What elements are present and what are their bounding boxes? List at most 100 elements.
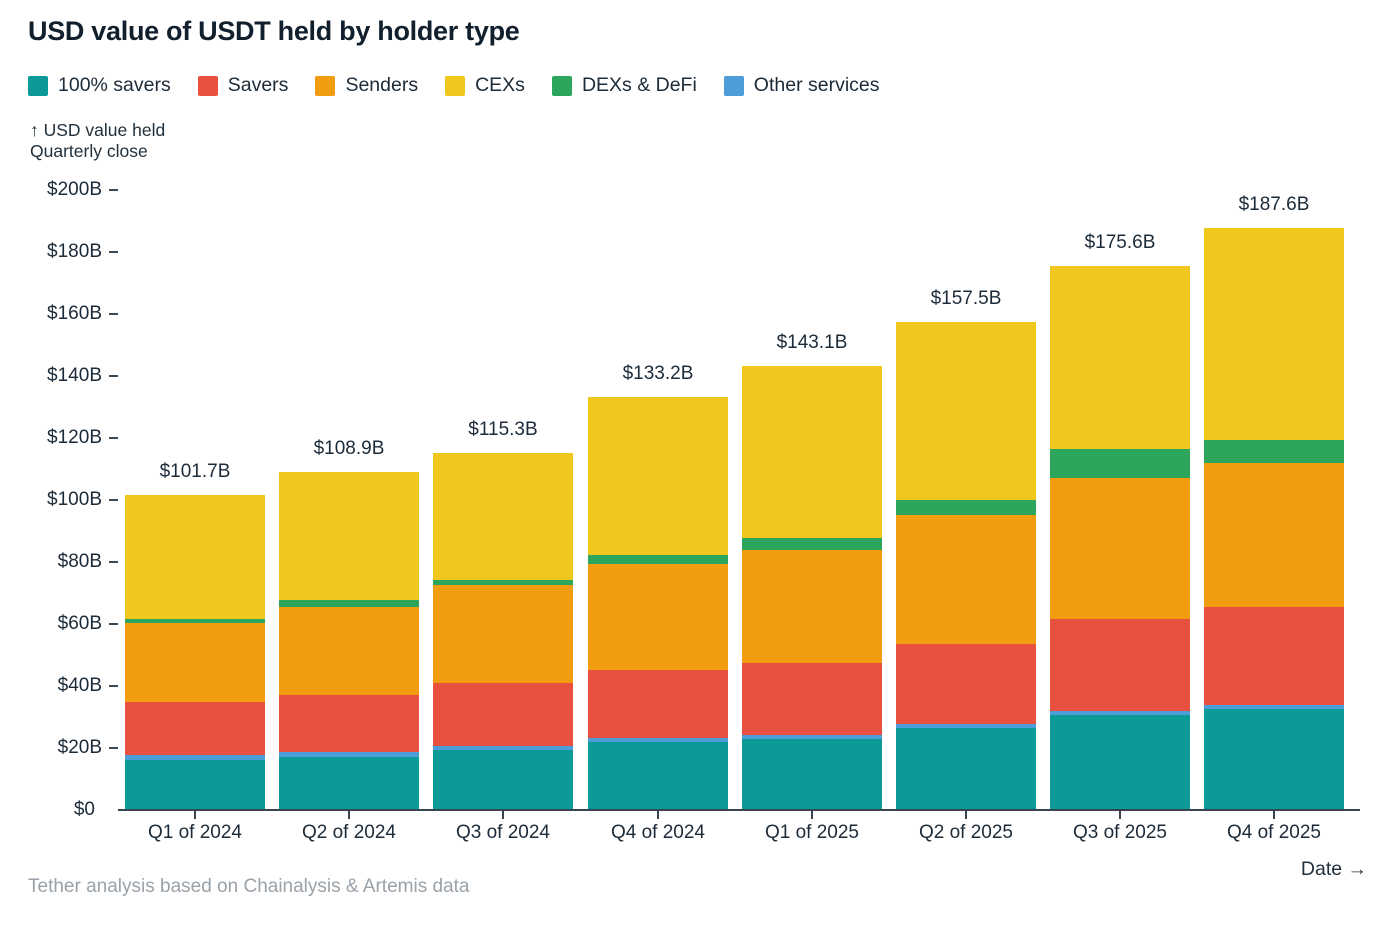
bar-segment: [742, 734, 882, 739]
bar-group: [588, 397, 728, 810]
x-tick-mark: [811, 811, 813, 819]
y-tick-mark: [109, 561, 118, 563]
bar-segment: [1050, 478, 1190, 620]
footer-note: Tether analysis based on Chainalysis & A…: [28, 876, 470, 897]
bar-segment: [125, 755, 265, 761]
bar-segment: [1204, 228, 1344, 440]
bar-segment: [1204, 439, 1344, 463]
bar-segment: [433, 682, 573, 746]
bar-segment: [588, 741, 728, 810]
bar-group: [433, 452, 573, 810]
bar-segment: [125, 760, 265, 810]
x-tick-label: Q4 of 2025: [1226, 822, 1322, 843]
legend-swatch: [197, 75, 218, 96]
y-tick-mark: [109, 623, 118, 625]
y-tick: $20B: [0, 737, 118, 759]
legend-item: Savers: [197, 74, 289, 97]
bar-segment: [279, 695, 419, 753]
y-tick-mark: [109, 685, 118, 687]
y-tick-mark: [109, 313, 118, 315]
y-tick-label: $100B: [47, 489, 102, 510]
x-tick-label: Q3 of 2025: [1072, 822, 1168, 843]
bar-segment: [433, 584, 573, 683]
y-tick-mark: [109, 251, 118, 253]
legend-item-label: Senders: [345, 74, 419, 96]
y-tick-mark: [109, 747, 118, 749]
bar-total-label: $187.6B: [1238, 194, 1310, 215]
legend-item: 100% savers: [28, 74, 171, 97]
y-tick-label: $200B: [47, 179, 102, 200]
legend: 100% savers Savers Senders CEXs DEXs & DeFi O…: [28, 74, 880, 97]
y-tick-mark: [109, 189, 118, 191]
bar-total-label: $143.1B: [776, 332, 848, 353]
y-tick-label: $40B: [57, 675, 102, 696]
bar-segment: [1204, 462, 1344, 607]
y-tick: $60B: [0, 613, 118, 635]
x-tick-label: Q2 of 2024: [301, 822, 397, 843]
bar-segment: [279, 752, 419, 757]
bar-segment: [742, 663, 882, 735]
bar-segment: [1204, 709, 1344, 810]
bar-segment: [125, 619, 265, 624]
bar-segment: [742, 538, 882, 551]
y-tick-label: $60B: [57, 613, 102, 634]
y-axis-annotation-line2: Quarterly close: [30, 141, 148, 161]
y-tick: $140B: [0, 365, 118, 387]
legend-swatch: [315, 75, 336, 96]
bar-segment: [125, 702, 265, 756]
legend-item-label: CEXs: [475, 74, 525, 96]
page-title: USD value of USDT held by holder type: [28, 16, 520, 46]
y-axis-annotation-line1: ↑ USD value held: [30, 120, 166, 140]
bar-total-label: $101.7B: [159, 461, 231, 482]
y-tick-mark: [109, 499, 118, 501]
bar-group: [279, 472, 419, 810]
bar-segment: [125, 494, 265, 620]
x-tick-mark: [194, 811, 196, 819]
bar-segment: [896, 727, 1036, 810]
bar-segment: [896, 644, 1036, 724]
legend-item: CEXs: [445, 74, 525, 97]
x-tick-mark: [965, 811, 967, 819]
y-tick-mark: [109, 375, 118, 377]
legend-item-label: 100% savers: [58, 74, 171, 96]
legend-item-label: DEXs & DeFi: [581, 74, 697, 96]
y-tick: $80B: [0, 551, 118, 573]
bar-segment: [279, 600, 419, 607]
x-tick-mark: [502, 811, 504, 819]
bar-segment: [588, 563, 728, 670]
bar-segment: [588, 669, 728, 738]
y-axis-annotation: ↑ USD value held Quarterly close: [30, 120, 165, 162]
bar-total-label: $157.5B: [930, 288, 1002, 309]
bar-segment: [279, 757, 419, 810]
bar-total-label: $108.9B: [313, 438, 385, 459]
y-tick-label: $160B: [47, 303, 102, 324]
bar-total-label: $175.6B: [1084, 232, 1156, 253]
legend-swatch: [723, 75, 744, 96]
legend-item: DEXs & DeFi: [551, 74, 697, 97]
bar-segment: [896, 514, 1036, 645]
legend-item: Other services: [723, 74, 880, 97]
bar-total-label: $115.3B: [468, 419, 538, 440]
y-tick-label: $20B: [57, 737, 102, 758]
x-tick-label: Q2 of 2025: [918, 822, 1014, 843]
bar-group: [742, 366, 882, 810]
legend-item-label: Savers: [227, 74, 289, 96]
x-tick-mark: [1273, 811, 1275, 819]
x-axis-line: [118, 809, 1360, 811]
bar-segment: [279, 606, 419, 695]
y-tick: $100B: [0, 489, 118, 511]
y-tick: $120B: [0, 427, 118, 449]
y-tick-label: $140B: [47, 365, 102, 386]
y-tick-label: $180B: [47, 241, 102, 262]
bar-segment: [588, 554, 728, 564]
x-tick-label: Q1 of 2024: [147, 822, 243, 843]
bar-segment: [896, 321, 1036, 500]
x-axis-title: Date →: [1300, 858, 1367, 880]
bar-group: [125, 494, 265, 810]
legend-item-label: Other services: [753, 74, 880, 96]
bar-segment: [1204, 606, 1344, 705]
x-tick-mark: [348, 811, 350, 819]
bar-segment: [433, 745, 573, 750]
bar-segment: [1050, 619, 1190, 712]
